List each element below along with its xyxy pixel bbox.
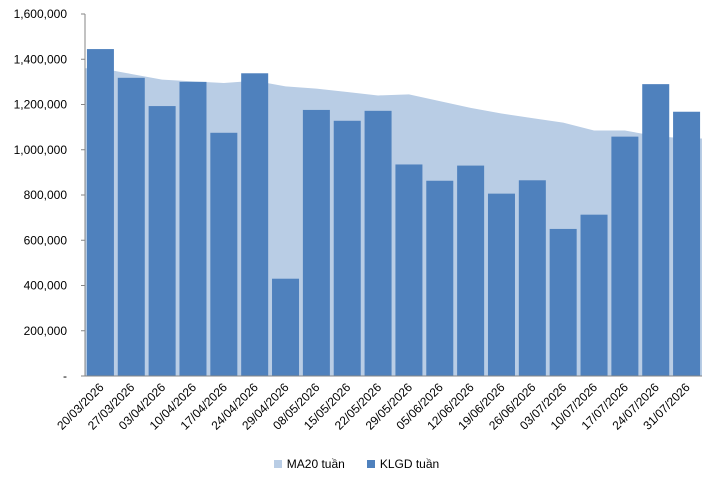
y-tick-labels: - 200,000 400,000 600,000 800,000 1,000,000 1,… bbox=[14, 7, 68, 383]
ma20-area-layer bbox=[85, 68, 702, 377]
volume-bar bbox=[549, 228, 577, 376]
legend-swatch-volume bbox=[366, 460, 375, 468]
y-tick-label: 1,400,000 bbox=[14, 52, 68, 66]
y-tick-label: 800,000 bbox=[24, 188, 68, 202]
legend-item-ma20: MA20 tuần bbox=[273, 457, 345, 471]
y-tick-label: 200,000 bbox=[24, 324, 68, 338]
volume-bar bbox=[457, 165, 485, 376]
volume-bar bbox=[673, 111, 701, 377]
legend-item-volume: KLGD tuần bbox=[366, 457, 440, 471]
volume-bar bbox=[86, 49, 114, 376]
volume-bar bbox=[117, 77, 145, 377]
axis-layer bbox=[81, 13, 702, 377]
volume-bar bbox=[580, 214, 608, 376]
volume-bar bbox=[395, 164, 423, 376]
volume-bar bbox=[272, 278, 300, 376]
volume-bar bbox=[426, 180, 454, 376]
volume-bar bbox=[179, 81, 207, 377]
volume-bar bbox=[302, 109, 330, 377]
legend: MA20 tuần KLGD tuần bbox=[0, 454, 713, 474]
volume-bar bbox=[210, 132, 238, 376]
y-tick-label: 1,200,000 bbox=[14, 98, 68, 112]
volume-bar bbox=[364, 110, 392, 376]
y-tick-label: 1,000,000 bbox=[14, 143, 68, 157]
volume-bar-layer bbox=[86, 49, 701, 377]
volume-bar bbox=[518, 180, 546, 376]
y-tick-label: 600,000 bbox=[24, 233, 68, 247]
volume-bar bbox=[241, 73, 269, 376]
y-tick-label: - bbox=[63, 369, 67, 383]
y-tick-label: 1,600,000 bbox=[14, 7, 68, 21]
legend-label-ma20: MA20 tuần bbox=[286, 457, 345, 471]
ma20-area bbox=[85, 68, 702, 377]
volume-bar bbox=[642, 84, 670, 376]
volume-bar bbox=[148, 106, 176, 376]
legend-swatch-ma20 bbox=[273, 460, 282, 468]
x-tick-labels: 20/03/202627/03/202603/04/202610/04/2026… bbox=[54, 380, 693, 433]
volume-bar bbox=[611, 136, 639, 376]
legend-label-volume: KLGD tuần bbox=[379, 457, 440, 471]
volume-bar bbox=[487, 193, 515, 376]
volume-bar bbox=[333, 120, 361, 376]
y-tick-label: 400,000 bbox=[24, 279, 68, 293]
